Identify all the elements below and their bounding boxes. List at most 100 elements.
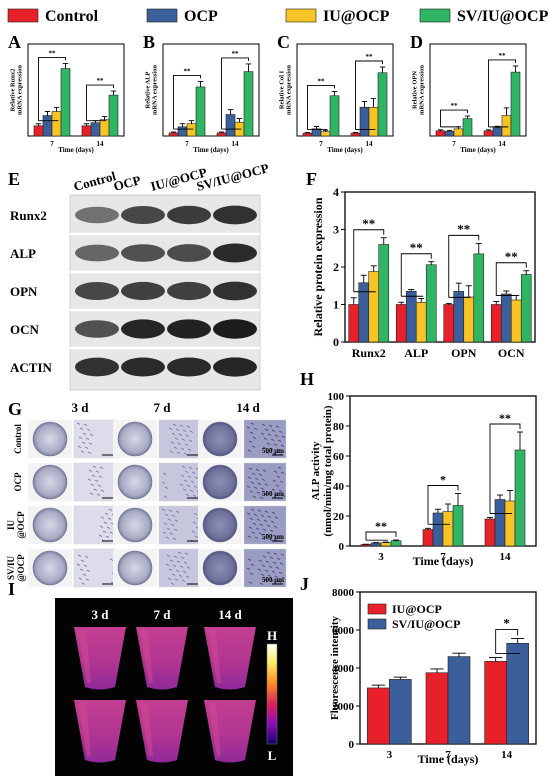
stain-fiber — [175, 569, 180, 572]
stain-fiber — [262, 528, 267, 531]
stain-fiber — [170, 523, 175, 526]
stain-fiber — [180, 474, 185, 477]
stain-fiber — [78, 436, 83, 439]
stain-fiber — [259, 523, 264, 526]
stain-fiber — [249, 431, 254, 434]
bar-F-3-1 — [500, 293, 512, 343]
stain-fiber — [76, 422, 81, 425]
stain-fiber — [83, 564, 88, 567]
stain-fiber — [177, 551, 182, 554]
stain-fiber — [84, 446, 89, 449]
y-axis-label: Fluorescence intensity — [329, 616, 341, 720]
bar-H-2-2 — [504, 500, 516, 547]
plot-frame — [429, 43, 527, 137]
blot-band — [167, 244, 211, 262]
stain-fiber — [268, 424, 273, 427]
stain-fiber — [183, 452, 188, 455]
stain-fiber — [247, 449, 252, 452]
stain-fiber — [250, 508, 255, 511]
stain-fiber — [248, 526, 253, 529]
significance-bracket — [448, 234, 480, 298]
thermal-scale-high: H — [267, 628, 277, 643]
x-tick-label: 14 — [499, 140, 507, 148]
stain-fiber — [80, 450, 85, 453]
stain-fiber — [278, 489, 283, 492]
stain-fiber — [280, 553, 285, 556]
bar-H-0-2 — [380, 542, 392, 547]
bar-J-2-0 — [484, 661, 507, 745]
significance-label: ** — [49, 49, 57, 57]
stain-fiber — [161, 481, 166, 484]
bar-F-0-3 — [378, 244, 390, 343]
stain-fiber — [251, 445, 256, 448]
stain-fiber — [84, 555, 89, 558]
x-tick-label: 3 — [387, 749, 393, 761]
stain-fiber — [264, 569, 269, 572]
thermal-tube-highlight — [78, 703, 91, 756]
stain-fiber — [171, 432, 176, 435]
stain-fiber — [252, 522, 257, 525]
panel-letter-I: I — [8, 579, 15, 599]
stain-fiber — [248, 467, 253, 470]
panel-letter-E: E — [8, 169, 20, 189]
stain-fiber — [181, 465, 186, 468]
stain-fiber — [185, 434, 190, 437]
stain-micro — [243, 548, 287, 588]
stain-fiber — [258, 559, 263, 562]
stain-fiber — [162, 472, 167, 475]
stain-dish — [32, 421, 68, 457]
bar-A-1-0 — [81, 125, 92, 137]
significance-label: ** — [505, 249, 518, 264]
stain-fiber — [164, 486, 169, 489]
panel-letter-H: H — [300, 369, 314, 389]
legend-swatch-0 — [7, 8, 39, 23]
thermal-tube-highlight — [140, 630, 153, 683]
y-axis-label: Relative protein expression — [311, 197, 325, 336]
legend-swatch-3 — [419, 8, 451, 23]
bar-A-0-1 — [42, 115, 53, 137]
stain-fiber — [87, 478, 92, 481]
stain-micro — [73, 505, 117, 545]
stain-micro — [243, 505, 287, 545]
blot-band — [213, 205, 257, 225]
stain-fiber — [253, 486, 258, 489]
thermal-col-label-2: 14 d — [218, 607, 242, 622]
thermal-tube-highlight — [208, 630, 221, 683]
stain-fiber — [260, 432, 265, 435]
stain-fiber — [182, 570, 187, 573]
bar-H-0-3 — [390, 540, 402, 547]
y-tick-label: 3 — [333, 223, 339, 237]
blot-band — [75, 357, 119, 377]
thermal-tube-highlight — [140, 703, 153, 756]
j-legend-swatch-0 — [367, 603, 387, 615]
significance-label: ** — [184, 67, 192, 75]
bar-F-3-0 — [490, 304, 502, 343]
x-tick-label: Runx2 — [352, 346, 386, 360]
stain-micro — [73, 419, 117, 459]
significance-label: ** — [97, 77, 105, 85]
blot-band — [121, 244, 165, 262]
x-axis-label: Time (days) — [327, 146, 363, 154]
stain-fiber — [167, 518, 172, 521]
bar-H-0-1 — [370, 542, 382, 547]
stain-fiber — [277, 466, 282, 469]
stain-fiber — [279, 480, 284, 483]
stain-fiber — [184, 470, 189, 473]
stain-fiber — [163, 495, 168, 498]
y-axis-label: Relative OPNmRNA expression — [411, 65, 425, 115]
bar-D-0-2 — [453, 128, 464, 137]
stain-fiber — [247, 558, 252, 561]
stain-fiber — [275, 566, 280, 569]
stain-scale-label: 500 μm — [262, 490, 284, 498]
stain-fiber — [181, 438, 186, 441]
y-tick-label: 100 — [328, 391, 345, 403]
stain-fiber — [277, 580, 282, 583]
thermal-colorbar — [266, 643, 278, 745]
chart-col1-mrna: Relative Col ImRNA expression 7 ** 14 ** Time… — [278, 43, 394, 154]
stain-fiber — [166, 554, 171, 557]
stain-fiber — [273, 443, 278, 446]
stain-col-label-0: 3 d — [72, 400, 90, 415]
stain-fiber — [182, 429, 187, 432]
stain-fiber — [184, 443, 189, 446]
